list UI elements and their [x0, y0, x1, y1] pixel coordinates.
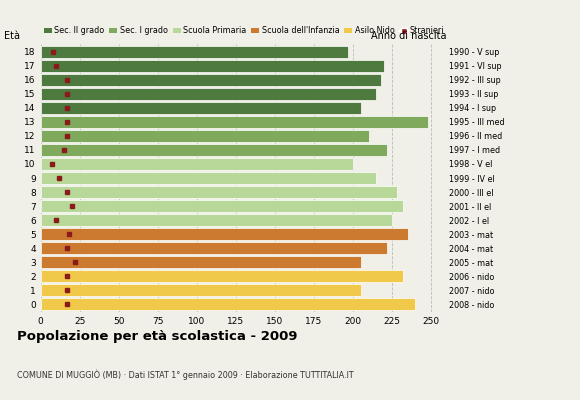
- Bar: [41, 158, 353, 170]
- Bar: [41, 242, 387, 254]
- Text: Anno di nascita: Anno di nascita: [371, 31, 447, 41]
- Bar: [41, 284, 361, 296]
- Bar: [41, 298, 415, 310]
- Bar: [41, 256, 361, 268]
- Legend: Sec. II grado, Sec. I grado, Scuola Primaria, Scuola dell'Infanzia, Asilo Nido, : Sec. II grado, Sec. I grado, Scuola Prim…: [41, 23, 448, 39]
- Bar: [41, 214, 392, 226]
- Bar: [41, 102, 361, 114]
- Bar: [41, 46, 348, 58]
- Bar: [41, 200, 403, 212]
- Bar: [41, 172, 376, 184]
- Bar: [41, 186, 397, 198]
- Bar: [41, 74, 381, 86]
- Bar: [41, 116, 428, 128]
- Bar: [41, 228, 408, 240]
- Text: Popolazione per età scolastica - 2009: Popolazione per età scolastica - 2009: [17, 330, 298, 343]
- Bar: [41, 130, 368, 142]
- Text: Età: Età: [4, 31, 20, 41]
- Text: COMUNE DI MUGGIÒ (MB) · Dati ISTAT 1° gennaio 2009 · Elaborazione TUTTITALIA.IT: COMUNE DI MUGGIÒ (MB) · Dati ISTAT 1° ge…: [17, 370, 354, 380]
- Bar: [41, 88, 376, 100]
- Bar: [41, 144, 387, 156]
- Bar: [41, 270, 403, 282]
- Bar: [41, 60, 384, 72]
